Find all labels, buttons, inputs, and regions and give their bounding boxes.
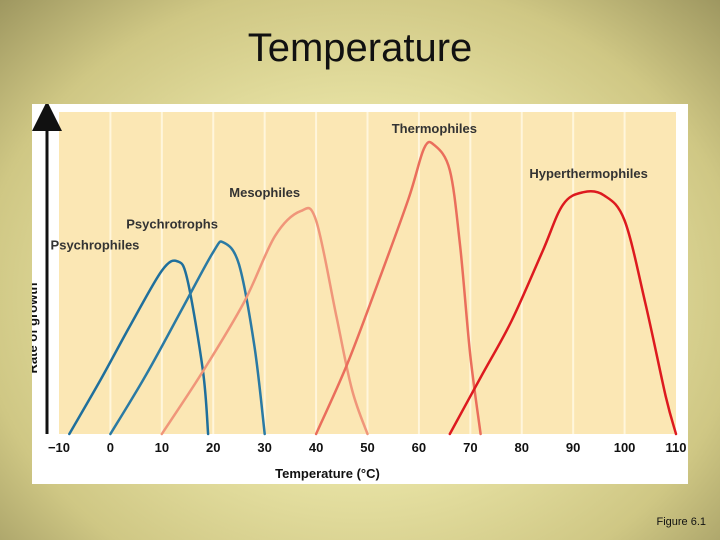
series-label-hyperthermophiles: Hyperthermophiles [529, 166, 647, 181]
x-tick-label: 30 [257, 440, 271, 455]
x-axis-label: Temperature (°C) [275, 466, 380, 481]
x-tick-label: 40 [309, 440, 323, 455]
series-label-psychrophiles: Psychrophiles [51, 237, 140, 252]
x-tick-label: 0 [107, 440, 114, 455]
x-tick-label: 80 [515, 440, 529, 455]
figure-caption: Figure 6.1 [656, 516, 706, 528]
series-label-psychrotrophs: Psychrotrophs [126, 216, 218, 231]
x-tick-label: 10 [155, 440, 169, 455]
y-axis-label: Rate of growth [32, 282, 40, 373]
slide-title: Temperature [247, 26, 473, 70]
series-line-psychrotrophs [109, 240, 266, 436]
x-tick-label: 60 [412, 440, 426, 455]
x-tick-label: 100 [614, 440, 636, 455]
series-line-thermophiles [314, 140, 482, 436]
x-tick-label: −10 [48, 440, 70, 455]
x-tick-label: 70 [463, 440, 477, 455]
x-tick-label: 90 [566, 440, 580, 455]
x-tick-label: 20 [206, 440, 220, 455]
series-line-psychrophiles [68, 259, 210, 436]
series-label-mesophiles: Mesophiles [229, 185, 300, 200]
x-tick-label: 110 [666, 440, 687, 455]
series-label-thermophiles: Thermophiles [392, 121, 477, 136]
x-tick-label: 50 [360, 440, 374, 455]
series-line-hyperthermophiles [448, 189, 678, 436]
growth-rate-chart: Rate of growth −10 0 10 20 30 40 50 60 70 80 90 100 1… [32, 104, 687, 481]
figure-panel: Rate of growth −10 0 10 20 30 40 50 60 70 80 90 100 1… [32, 104, 688, 484]
